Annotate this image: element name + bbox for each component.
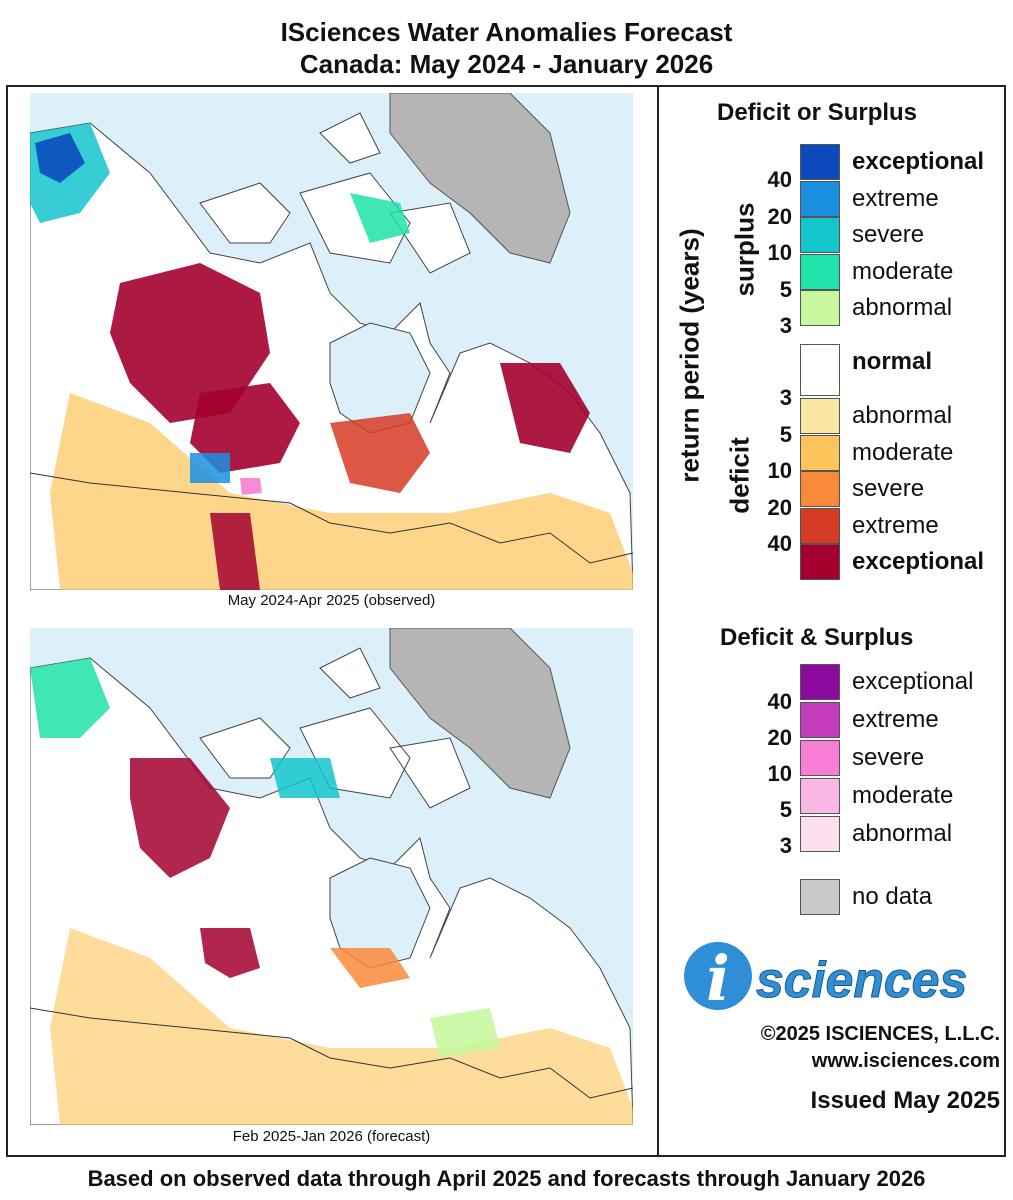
surplus-swatch-severe <box>800 217 840 253</box>
map-forecast <box>30 628 633 1125</box>
combo-swatch-severe <box>800 740 840 776</box>
deficit-west <box>110 263 270 423</box>
logo-mark: i sciences <box>684 942 968 1015</box>
surplus-label-severe: severe <box>852 221 925 248</box>
combo-patch <box>240 478 262 495</box>
combo-tick: 40 <box>767 689 792 714</box>
surplus-mid <box>190 453 230 483</box>
copyright: ©2025 ISCIENCES, L.L.C. <box>760 1023 1000 1045</box>
deficit-label-extreme: extreme <box>852 511 939 539</box>
deficit-tick: 40 <box>767 531 792 556</box>
deficit-tick: 5 <box>779 421 792 447</box>
figure-frame <box>6 85 1006 1157</box>
surplus-nw <box>30 658 110 738</box>
surplus-nw-dark <box>35 133 85 183</box>
surplus-label-extreme: extreme <box>852 184 939 212</box>
map-observed-caption: May 2024-Apr 2025 (observed) <box>227 592 436 609</box>
surplus-label-exceptional: exceptional <box>852 148 985 175</box>
deficit-swatch-extreme <box>800 507 840 544</box>
combo-label-severe: severe <box>852 744 925 771</box>
map-forecast-caption: Feb 2025-Jan 2026 (forecast) <box>232 1128 431 1145</box>
combo-tick: 5 <box>779 797 792 822</box>
surplus-swatch-exceptional <box>800 144 840 180</box>
logo-letter: i <box>706 942 730 1012</box>
combo-label-extreme: extreme <box>852 706 939 733</box>
footer-note: Based on observed data through April 202… <box>87 1166 926 1191</box>
surplus-swatch-extreme <box>800 180 840 217</box>
title-line-2: Canada: May 2024 - January 2026 <box>299 49 714 79</box>
title-line-1: ISciences Water Anomalies Forecast <box>280 17 733 47</box>
hudson-bay <box>329 857 431 969</box>
isciences-logo: i sciences <box>680 942 1000 1015</box>
deficit-prairie <box>210 513 260 590</box>
combo-legend-title: Deficit & Surplus <box>720 624 914 651</box>
surplus-arctic <box>270 758 340 798</box>
greenland <box>389 628 571 799</box>
us-border <box>30 472 633 564</box>
logo-wordmark: sciences <box>756 952 967 1008</box>
deficit-west <box>130 758 230 878</box>
surplus-tick: 20 <box>767 203 792 229</box>
us-border <box>30 1007 633 1099</box>
surplus-swatch-abnormal <box>800 290 840 326</box>
legend-label-normal: normal <box>852 348 933 375</box>
deficit-swatch-severe <box>800 471 840 507</box>
deficit-tick: 10 <box>767 458 792 483</box>
deficit-swatch-abnormal <box>800 398 840 434</box>
legend-deficit-label: deficit <box>724 437 755 514</box>
deficit-label-abnormal: abnormal <box>852 402 953 429</box>
combo-tick: 20 <box>767 725 792 750</box>
surplus-tick: 10 <box>767 240 792 265</box>
legend-swatch-normal <box>800 344 840 396</box>
greenland <box>389 93 571 264</box>
deficit-east <box>500 363 590 453</box>
frame-divider <box>657 85 659 1157</box>
map-forecast-graphic <box>30 628 633 1125</box>
issued-date: Issued May 2025 <box>810 1087 1000 1114</box>
surplus-label-moderate: moderate <box>852 257 954 285</box>
combo-tick: 10 <box>767 761 792 786</box>
deficit-ontario <box>330 413 430 493</box>
deficit-label-severe: severe <box>852 475 925 502</box>
legend-swatch-no-data <box>800 879 840 915</box>
deficit-label-exceptional: exceptional <box>852 548 985 575</box>
combo-swatch-moderate <box>800 778 840 814</box>
combo-label-exceptional: exceptional <box>852 668 974 695</box>
deficit-swatch-exceptional <box>800 544 840 580</box>
combo-tick: 3 <box>779 833 792 858</box>
deficit-tick: 20 <box>767 494 792 520</box>
combo-label-moderate: moderate <box>852 782 954 809</box>
deficit-central <box>190 383 300 473</box>
deficit-swatch-moderate <box>800 434 840 471</box>
surplus-quebec <box>430 1008 500 1058</box>
legend-label-no-data: no data <box>852 883 933 910</box>
combo-label-abnormal: abnormal <box>852 820 953 847</box>
website-link[interactable]: www.isciences.com <box>811 1050 1000 1072</box>
surplus-tick: 40 <box>767 167 792 192</box>
legend-title: Deficit or Surplus <box>717 99 918 126</box>
map-observed <box>30 93 633 590</box>
deficit-tick: 3 <box>779 385 792 410</box>
map-observed-graphic <box>30 93 633 590</box>
surplus-arctic <box>350 193 410 243</box>
combo-swatch-extreme <box>800 702 840 738</box>
deficit-moderate-band <box>50 393 633 590</box>
legend-axis-label: return period (years) <box>674 228 705 483</box>
combo-swatch-abnormal <box>800 816 840 852</box>
deficit-central <box>200 928 260 978</box>
combo-swatch-exceptional <box>800 664 840 700</box>
deficit-ontario <box>330 948 410 988</box>
surplus-tick: 3 <box>779 313 792 338</box>
surplus-swatch-moderate <box>800 253 840 290</box>
deficit-moderate-band <box>50 928 633 1125</box>
surplus-tick: 5 <box>779 276 792 302</box>
surplus-label-abnormal: abnormal <box>852 294 953 321</box>
deficit-label-moderate: moderate <box>852 438 954 466</box>
